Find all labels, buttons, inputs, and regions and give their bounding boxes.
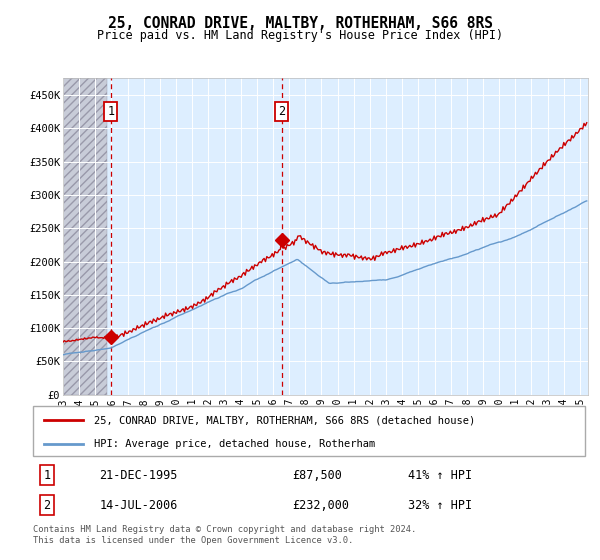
Bar [63, 78, 107, 395]
Text: 1: 1 [43, 469, 50, 482]
Text: £87,500: £87,500 [292, 469, 343, 482]
Text: £232,000: £232,000 [292, 498, 349, 512]
Text: 21-DEC-1995: 21-DEC-1995 [99, 469, 178, 482]
Text: 14-JUL-2006: 14-JUL-2006 [99, 498, 178, 512]
Text: 2: 2 [43, 498, 50, 512]
Text: 1: 1 [107, 105, 115, 118]
Text: 25, CONRAD DRIVE, MALTBY, ROTHERHAM, S66 8RS (detached house): 25, CONRAD DRIVE, MALTBY, ROTHERHAM, S66… [94, 415, 475, 425]
Text: HPI: Average price, detached house, Rotherham: HPI: Average price, detached house, Roth… [94, 439, 375, 449]
Text: 32% ↑ HPI: 32% ↑ HPI [409, 498, 472, 512]
Text: 41% ↑ HPI: 41% ↑ HPI [409, 469, 472, 482]
Text: 2: 2 [278, 105, 285, 118]
Text: Price paid vs. HM Land Registry's House Price Index (HPI): Price paid vs. HM Land Registry's House … [97, 29, 503, 42]
Text: Contains HM Land Registry data © Crown copyright and database right 2024.
This d: Contains HM Land Registry data © Crown c… [33, 525, 416, 545]
Text: 25, CONRAD DRIVE, MALTBY, ROTHERHAM, S66 8RS: 25, CONRAD DRIVE, MALTBY, ROTHERHAM, S66… [107, 16, 493, 31]
